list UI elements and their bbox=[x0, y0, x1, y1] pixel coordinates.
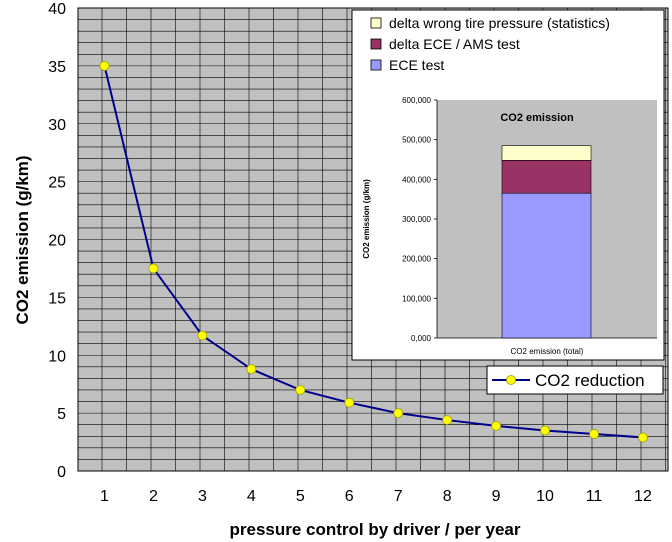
y-tick-label: 15 bbox=[48, 290, 66, 307]
co2-reduction-point bbox=[491, 420, 502, 431]
inset-y-tick-label: 400,000 bbox=[402, 175, 431, 184]
y-tick-label: 10 bbox=[48, 348, 66, 365]
x-tick-label: 9 bbox=[492, 488, 501, 505]
x-tick-label: 1 bbox=[100, 488, 109, 505]
co2-reduction-point bbox=[344, 397, 355, 408]
y-axis-title: CO2 emission (g/km) bbox=[13, 155, 32, 324]
y-tick-label: 25 bbox=[48, 175, 66, 192]
y-tick-label: 0 bbox=[57, 464, 66, 481]
x-tick-label: 11 bbox=[586, 488, 603, 505]
co2-reduction-point bbox=[442, 415, 453, 425]
co2-reduction-point bbox=[246, 364, 257, 375]
co2-reduction-point bbox=[540, 425, 550, 436]
inset-y-tick-labels: 0,000 100,000 200,000 300,000 400,000 500,000… bbox=[402, 96, 437, 343]
inset-legend-label: ECE test bbox=[389, 57, 444, 73]
x-axis-title: pressure control by driver / per year bbox=[229, 520, 520, 539]
inset-y-tick-label: 100,000 bbox=[402, 294, 431, 303]
main-legend-label: CO2 reduction bbox=[535, 371, 645, 390]
co2-reduction-point bbox=[99, 60, 110, 71]
main-legend-marker-swatch bbox=[506, 375, 516, 385]
inset-x-category-label: CO2 emission (total) bbox=[511, 347, 584, 356]
y-tick-label: 5 bbox=[57, 406, 66, 423]
inset-y-tick-label: 500,000 bbox=[402, 136, 431, 145]
x-tick-label: 12 bbox=[634, 488, 652, 505]
co2-reduction-point bbox=[197, 330, 208, 341]
main-series bbox=[99, 60, 648, 443]
inset-chart: delta wrong tire pressure (statistics) de… bbox=[351, 9, 665, 361]
inset-legend-swatch bbox=[370, 38, 382, 50]
inset-y-tick-label: 0,000 bbox=[411, 334, 432, 343]
y-tick-label: 30 bbox=[48, 117, 66, 134]
inset-legend-label: delta wrong tire pressure (statistics) bbox=[389, 15, 610, 31]
inset-bar-segment bbox=[501, 145, 592, 161]
co2-reduction-line bbox=[103, 65, 644, 439]
co2-reduction-point bbox=[589, 429, 599, 439]
x-tick-label: 4 bbox=[247, 488, 256, 505]
x-tick-label: 7 bbox=[394, 488, 403, 505]
x-tick-label: 3 bbox=[198, 488, 207, 505]
inset-y-tick-label: 300,000 bbox=[402, 215, 431, 224]
inset-legend-swatch bbox=[370, 59, 382, 71]
y-tick-label: 20 bbox=[48, 233, 66, 250]
inset-bar-segment bbox=[501, 159, 592, 194]
x-tick-label: 8 bbox=[443, 488, 452, 505]
inset-legend-swatch bbox=[370, 17, 382, 29]
x-tick-label: 10 bbox=[536, 488, 554, 505]
co2-reduction-point bbox=[295, 385, 306, 395]
inset-bars bbox=[501, 145, 592, 339]
main-y-tick-labels: 0 5 10 15 20 25 30 35 40 bbox=[48, 1, 66, 481]
inset-y-axis-title: CO2 emission (g/km) bbox=[362, 179, 371, 259]
inset-legend: delta wrong tire pressure (statistics) de… bbox=[370, 15, 610, 73]
y-tick-label: 35 bbox=[48, 59, 66, 76]
co2-reduction-point bbox=[638, 432, 648, 443]
co2-reduction-point bbox=[393, 408, 404, 419]
inset-y-tick-label: 200,000 bbox=[402, 255, 431, 264]
x-tick-label: 6 bbox=[345, 488, 354, 505]
inset-title: CO2 emission bbox=[500, 112, 574, 124]
co2-reduction-point bbox=[148, 263, 159, 274]
inset-y-tick-label: 600,000 bbox=[402, 96, 431, 105]
y-tick-label: 40 bbox=[48, 1, 66, 18]
x-tick-label: 2 bbox=[149, 488, 158, 505]
inset-legend-label: delta ECE / AMS test bbox=[389, 36, 520, 52]
main-x-tick-labels: 1 2 3 4 5 6 7 8 9 10 11 12 bbox=[100, 488, 652, 505]
main-legend: CO2 reduction bbox=[486, 365, 664, 395]
inset-bar-segment bbox=[501, 192, 592, 339]
x-tick-label: 5 bbox=[296, 488, 305, 505]
